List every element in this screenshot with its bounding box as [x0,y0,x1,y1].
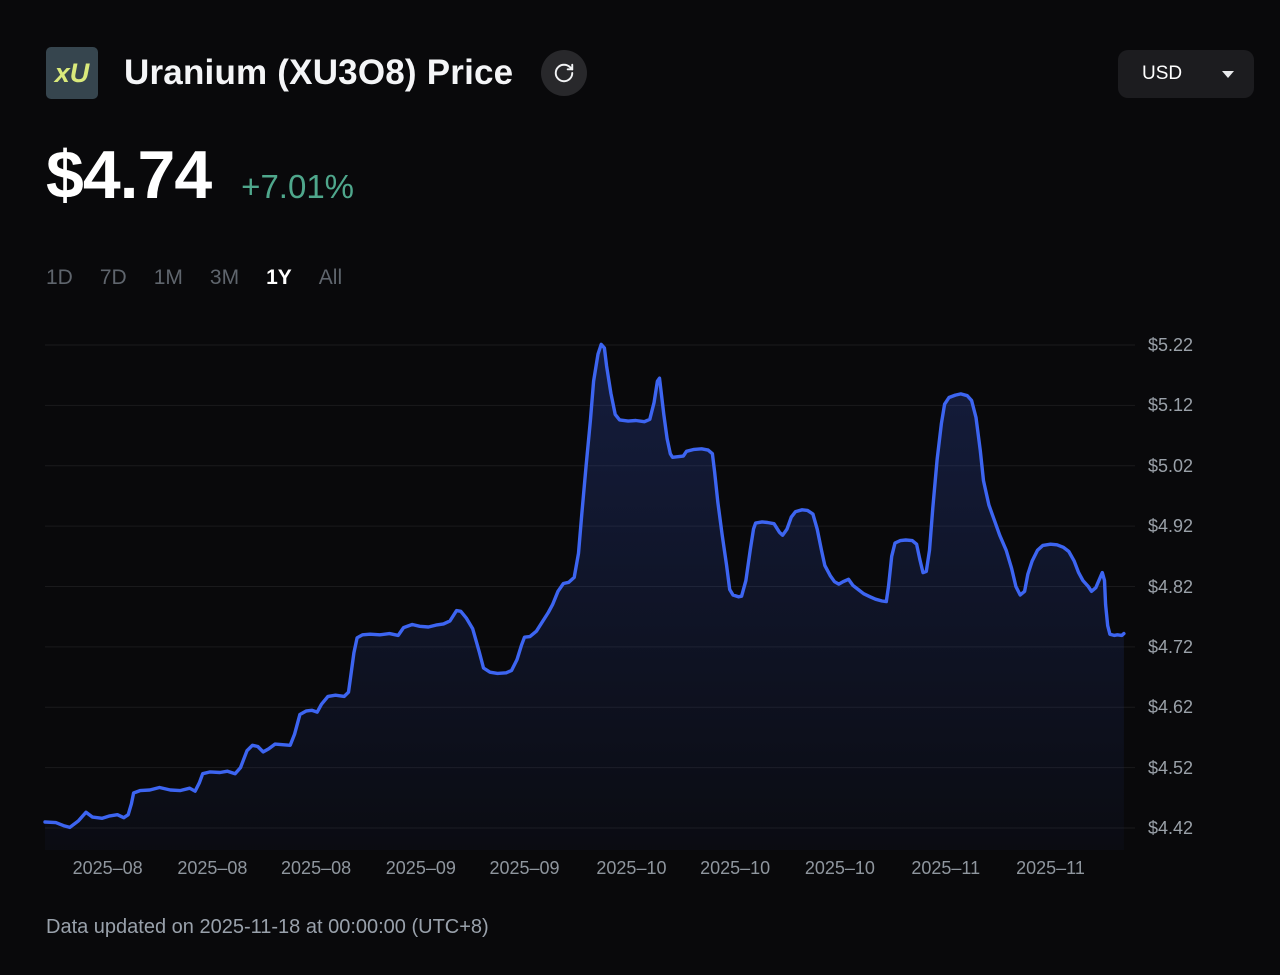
range-tab-3m[interactable]: 3M [209,266,240,289]
price-change: +7.01% [241,168,355,205]
xu-logo-text: xU [54,57,90,88]
y-axis-label: $5.02 [1148,455,1194,476]
x-axis-label: 2025–09 [385,858,456,878]
x-axis-label: 2025–10 [596,858,667,878]
x-axis-label: 2025–10 [700,858,771,878]
x-axis-label: 2025–08 [177,858,248,878]
currency-selected-value: USD [1142,63,1183,84]
y-axis-label: $4.82 [1148,576,1194,597]
y-axis-label: $4.42 [1148,818,1194,838]
data-updated-note: Data updated on 2025-11-18 at 00:00:00 (… [46,916,489,938]
current-price: $4.74 [46,137,212,213]
range-tab-1d[interactable]: 1D [46,266,73,289]
range-tab-all[interactable]: All [318,266,343,289]
y-axis-label: $4.52 [1148,757,1194,778]
x-axis-label: 2025–08 [72,858,143,878]
currency-dropdown[interactable]: USD [1118,50,1254,98]
xu-logo: xU [46,47,98,99]
x-axis-label: 2025–09 [489,858,560,878]
refresh-icon [553,62,575,84]
y-axis-label: $4.92 [1148,516,1194,537]
price-row: $4.74 +7.01% [46,136,354,214]
x-axis-label: 2025–08 [281,858,352,878]
x-axis-label: 2025–10 [804,858,875,878]
range-tab-1m[interactable]: 1M [153,266,183,289]
y-axis-label: $4.62 [1148,697,1194,718]
area-fill [45,344,1124,850]
x-axis-label: 2025–11 [911,858,981,878]
range-tabs: 1D 7D 1M 3M 1Y All [46,266,342,290]
y-axis-label: $5.12 [1148,395,1194,416]
price-line [43,342,1126,830]
y-axis-label: $4.72 [1148,636,1194,657]
range-tab-1y[interactable]: 1Y [266,266,292,289]
x-axis-label: 2025–11 [1016,858,1085,878]
refresh-button[interactable] [541,50,588,96]
range-tab-7d[interactable]: 7D [99,266,127,289]
chevron-down-icon [1222,70,1234,78]
page-title: Uranium (XU3O8) Price [124,53,514,92]
header: xU Uranium (XU3O8) Price [46,47,588,99]
y-axis-label: $5.22 [1148,335,1194,355]
